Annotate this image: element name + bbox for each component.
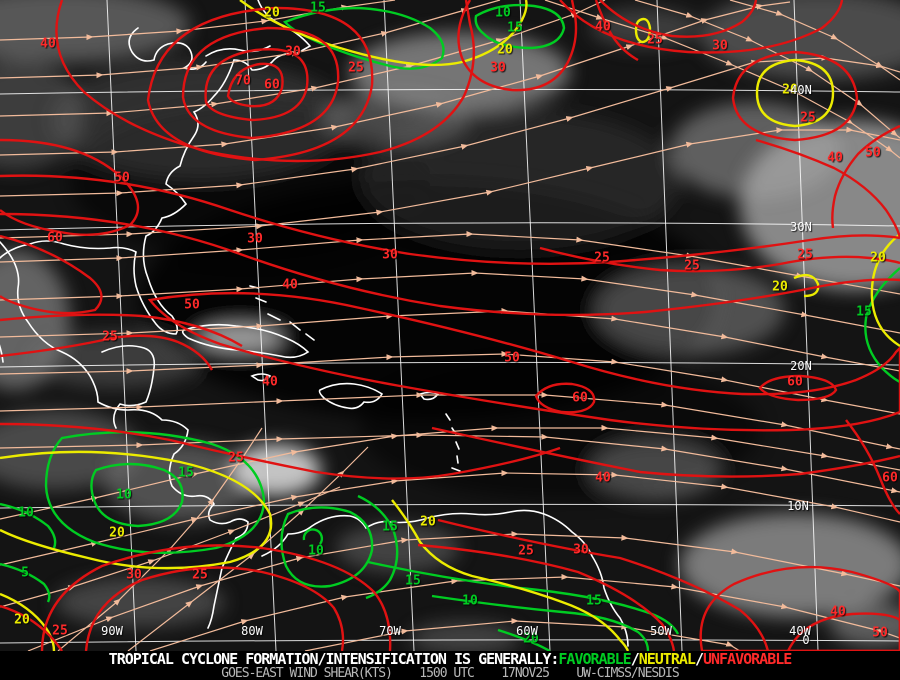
longitude-label: 90W (101, 624, 123, 638)
contours-unfavorable (0, 0, 900, 651)
headline-text: TROPICAL CYCLONE FORMATION/INTENSIFICATI… (108, 650, 560, 668)
caption-product-line: GOES-EAST WIND SHEAR(KTS) 1500 UTC 17NOV… (0, 667, 900, 680)
contours-neutral (0, 0, 900, 651)
latitude-label: 30N (790, 220, 812, 234)
latitude-label: 10N (787, 499, 809, 513)
latitude-label: 0 (802, 633, 810, 647)
valid-time: 1500 UTC (419, 666, 475, 680)
latitude-label: 40N (790, 83, 812, 97)
longitude-label: 80W (241, 624, 263, 638)
caption-headline: TROPICAL CYCLONE FORMATION/INTENSIFICATI… (0, 652, 900, 667)
latitude-label: 20N (790, 359, 812, 373)
separator: / (694, 650, 704, 668)
neutral-text: NEUTRAL (638, 650, 696, 668)
separator: / (630, 650, 640, 668)
streamlines (0, 0, 900, 651)
valid-date: 17NOV25 (501, 666, 550, 680)
longitude-label: 60W (516, 624, 538, 638)
longitude-label: 70W (379, 624, 401, 638)
favorable-text: FAVORABLE (558, 650, 631, 668)
unfavorable-text: UNFAVORABLE (702, 650, 792, 668)
caption-bar: TROPICAL CYCLONE FORMATION/INTENSIFICATI… (0, 651, 900, 680)
map-graphics (0, 0, 900, 651)
product-name: GOES-EAST WIND SHEAR(KTS) (221, 666, 393, 680)
satellite-map: 40 30 25 70 60 30 40 25 30 25 40 50 50 60 30 30 50 40 25 40… (0, 0, 900, 651)
data-source: UW-CIMSS/NESDIS (576, 666, 679, 680)
longitude-label: 50W (650, 624, 672, 638)
longitude-label: 40W (789, 624, 811, 638)
